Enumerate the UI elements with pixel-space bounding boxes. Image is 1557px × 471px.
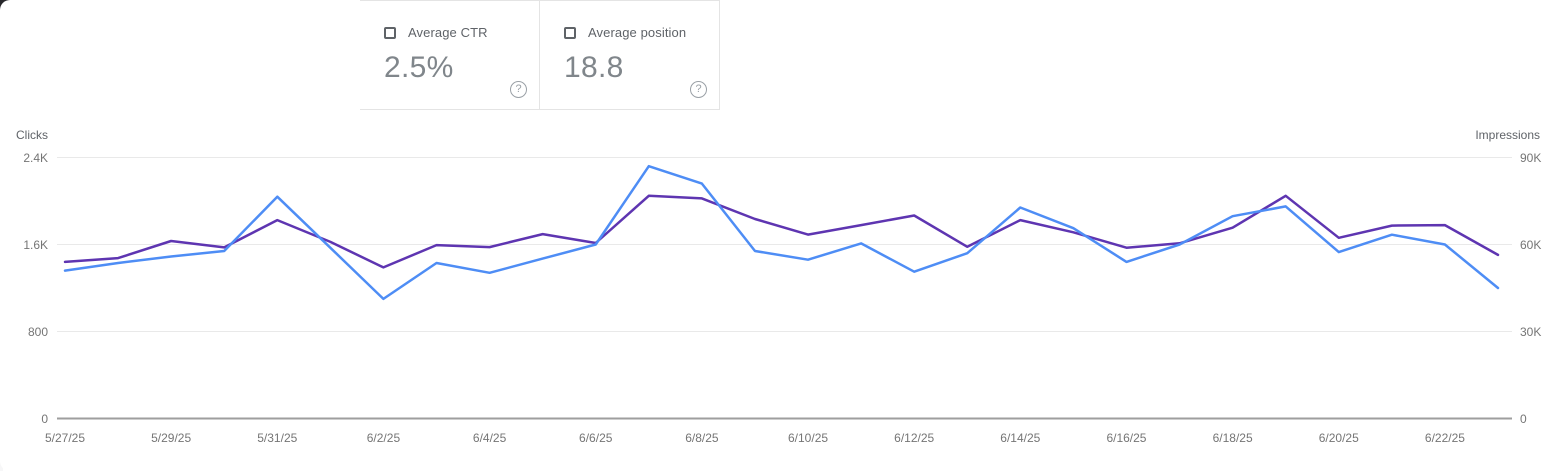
x-axis-tick: 6/16/25 (1106, 431, 1147, 445)
y-axis-title-impressions: Impressions (1475, 128, 1540, 142)
card-total-clicks[interactable]: Total clicks 44.9K (0, 0, 180, 110)
y-axis-tick-right: 0 (1520, 411, 1527, 426)
x-axis-tick: 6/22/25 (1424, 431, 1465, 445)
gridlines (57, 157, 1512, 420)
card-average-ctr[interactable]: Average CTR 2.5% (360, 0, 540, 110)
help-icon[interactable] (690, 81, 707, 98)
checkbox-checked-icon[interactable] (204, 25, 216, 39)
help-icon[interactable] (331, 82, 348, 99)
help-icon[interactable] (510, 81, 527, 98)
y-axis-tick-right: 90K (1520, 150, 1542, 165)
card-average-position[interactable]: Average position 18.8 (540, 0, 720, 110)
x-axis-tick: 6/18/25 (1212, 431, 1253, 445)
x-axis-tick: 6/10/25 (788, 431, 829, 445)
help-icon[interactable] (151, 82, 168, 99)
y-axis-tick-right: 60K (1520, 237, 1542, 252)
x-axis-tick: 6/20/25 (1318, 431, 1359, 445)
x-axis-tick: 6/2/25 (366, 431, 401, 445)
checkbox-unchecked-icon[interactable] (564, 26, 576, 39)
x-axis-tick: 6/6/25 (579, 431, 613, 445)
x-axis-tick: 6/14/25 (1000, 431, 1041, 445)
x-axis-tick: 6/12/25 (894, 431, 935, 445)
metric-value: 1.78M (204, 50, 289, 83)
metric-label: Total clicks (48, 24, 113, 39)
x-axis-tick: 5/31/25 (257, 431, 298, 445)
y-axis-title-clicks: Clicks (16, 128, 48, 142)
x-axis-tick: 5/27/25 (44, 431, 86, 445)
metric-value: 44.9K (24, 50, 104, 83)
metric-cards-row: Total clicks 44.9K Total impressions 1.7… (0, 0, 720, 110)
y-axis-tick-left: 0 (41, 411, 48, 426)
y-axis-tick-left: 1.6K (23, 237, 48, 252)
y-axis-tick-left: 800 (27, 324, 48, 339)
clicks-line (63, 164, 1500, 301)
y-axis-tick-left: 2.4K (23, 150, 48, 165)
metric-label: Average CTR (408, 25, 488, 40)
performance-chart[interactable]: Clicks Impressions 0 0 800 30K 1.6K 60K 2.4K 90… (0, 126, 1557, 471)
checkbox-unchecked-icon[interactable] (384, 26, 396, 39)
checkbox-checked-icon[interactable] (24, 25, 36, 39)
y-axis-tick-right: 30K (1520, 324, 1542, 339)
card-total-impressions[interactable]: Total impressions 1.78M (180, 0, 360, 110)
metric-value: 18.8 (564, 51, 624, 84)
metric-label: Total impressions (228, 24, 331, 39)
metric-value: 2.5% (384, 51, 454, 84)
x-axis-tick: 6/4/25 (472, 431, 507, 445)
metric-label: Average position (588, 25, 687, 40)
x-axis-tick: 5/29/25 (151, 431, 192, 445)
x-axis-tick: 6/8/25 (685, 431, 719, 445)
chart-canvas (57, 157, 1512, 420)
